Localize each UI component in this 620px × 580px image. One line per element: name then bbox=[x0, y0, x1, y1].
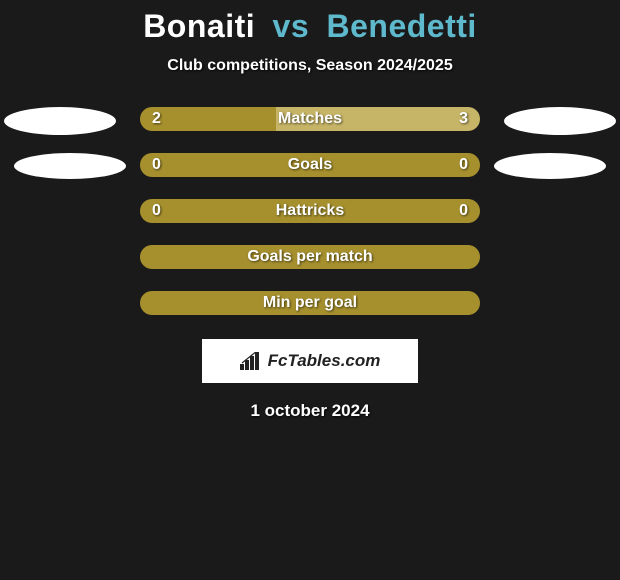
bar-right-fill bbox=[276, 107, 480, 131]
bar-left-fill bbox=[140, 245, 480, 269]
stat-row: 00Goals bbox=[0, 153, 620, 177]
right-ellipse bbox=[494, 153, 606, 179]
stat-row: 00Hattricks bbox=[0, 199, 620, 223]
bar-track: Goals per match bbox=[140, 245, 480, 269]
brand-bars-icon bbox=[240, 352, 262, 370]
bar-track: 00Goals bbox=[140, 153, 480, 177]
stat-rows: 23Matches 00Goals 00Hattricks Goals per mat… bbox=[0, 107, 620, 315]
brand-text: FcTables.com bbox=[268, 351, 381, 371]
subtitle: Club competitions, Season 2024/2025 bbox=[0, 57, 620, 75]
stat-row: Goals per match bbox=[0, 245, 620, 269]
bar-left-fill bbox=[140, 153, 480, 177]
vs-text: vs bbox=[273, 8, 310, 44]
brand-box: FcTables.com bbox=[202, 339, 418, 383]
stat-row: 23Matches bbox=[0, 107, 620, 131]
bar-left-fill bbox=[140, 199, 480, 223]
date-text: 1 october 2024 bbox=[0, 401, 620, 421]
main-container: Bonaiti vs Benedetti Club competitions, … bbox=[0, 0, 620, 421]
stat-row: Min per goal bbox=[0, 291, 620, 315]
bar-left-fill bbox=[140, 107, 276, 131]
bar-track: Min per goal bbox=[140, 291, 480, 315]
player1-name: Bonaiti bbox=[143, 8, 255, 44]
bar-track: 23Matches bbox=[140, 107, 480, 131]
left-ellipse bbox=[14, 153, 126, 179]
left-ellipse bbox=[4, 107, 116, 135]
bar-track: 00Hattricks bbox=[140, 199, 480, 223]
right-ellipse bbox=[504, 107, 616, 135]
player2-name: Benedetti bbox=[327, 8, 477, 44]
bar-left-fill bbox=[140, 291, 480, 315]
page-title: Bonaiti vs Benedetti bbox=[0, 8, 620, 45]
